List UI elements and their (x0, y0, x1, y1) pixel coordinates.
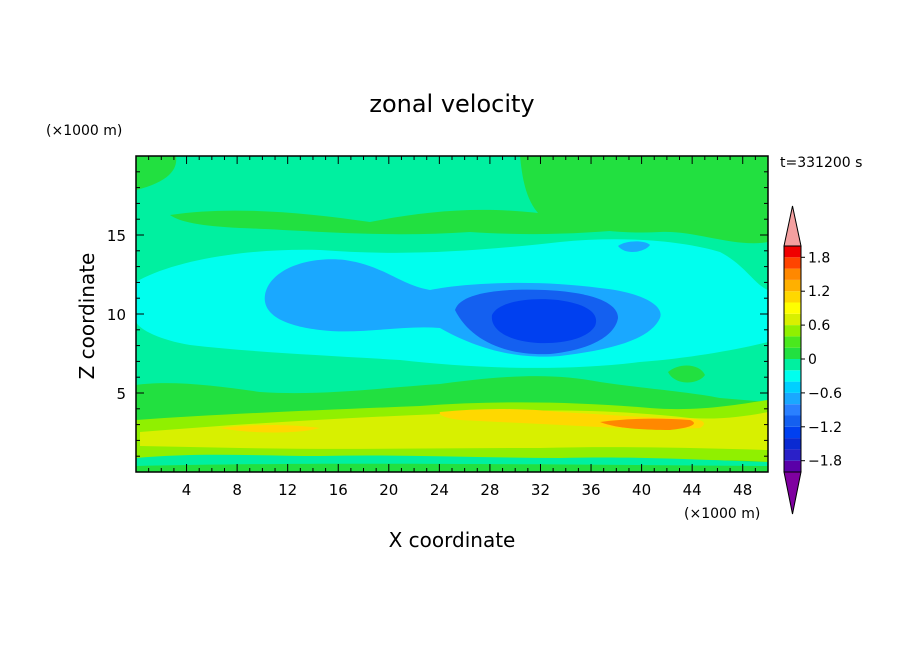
field-region-lower-green-right (668, 365, 705, 383)
y-unit-label: (×1000 m) (46, 123, 122, 139)
colorbar-tick-label: 0.6 (808, 318, 830, 334)
x-tick-label: 48 (733, 481, 752, 499)
colorbar-cell (784, 257, 801, 269)
colorbar-cell (784, 438, 801, 450)
colorbar: 1.8 1.2 0.6 0 −0.6 −1.2 −1.8 (783, 205, 842, 515)
colorbar-cell (784, 279, 801, 292)
field-region-negative-core (491, 299, 597, 344)
field-region-top-left (136, 156, 177, 190)
x-axis-ticks: 4 8 12 16 20 24 28 32 36 40 44 48 (148, 156, 756, 499)
colorbar-tick-label: −1.2 (808, 420, 842, 436)
x-tick-label: 12 (278, 481, 297, 499)
y-axis-ticks: 5 10 15 (107, 171, 768, 457)
colorbar-cell (784, 460, 801, 472)
colorbar-cell (784, 415, 801, 427)
colorbar-tick-label: 1.2 (808, 284, 830, 300)
time-label: t=331200 s (780, 155, 862, 171)
colorbar-tick-label: −0.6 (808, 386, 842, 402)
colorbar-cell (784, 347, 801, 359)
field-region-negative-small (618, 241, 650, 253)
x-tick-label: 28 (480, 481, 499, 499)
field-region-bottom-green (136, 463, 768, 472)
x-tick-label: 40 (632, 481, 651, 499)
y-tick-label: 5 (116, 385, 126, 403)
colorbar-cell (784, 359, 801, 371)
colorbar-ticks: 1.8 1.2 0.6 0 −0.6 −1.2 −1.8 (801, 250, 842, 470)
x-tick-label: 24 (430, 481, 449, 499)
x-axis-label: X coordinate (389, 528, 516, 552)
colorbar-cell (784, 246, 801, 258)
colorbar-cell (784, 449, 801, 461)
colorbar-cell (784, 325, 801, 337)
contour-field (136, 156, 768, 472)
colorbar-cell (784, 268, 801, 280)
x-unit-label: (×1000 m) (684, 506, 760, 522)
colorbar-tick-label: −1.8 (808, 454, 842, 470)
x-tick-label: 44 (683, 481, 702, 499)
field-region-positive-left (220, 425, 320, 433)
colorbar-extend-low (783, 471, 802, 515)
colorbar-cell (784, 291, 801, 303)
field-region-upper-band (170, 209, 700, 235)
colorbar-cell (784, 426, 801, 439)
x-tick-label: 4 (182, 481, 192, 499)
colorbar-cell (784, 404, 801, 416)
x-tick-label: 20 (379, 481, 398, 499)
y-tick-label: 15 (107, 227, 126, 245)
x-tick-label: 36 (581, 481, 600, 499)
colorbar-cell (784, 392, 801, 405)
colorbar-cell (784, 336, 801, 348)
colorbar-tick-label: 1.8 (808, 250, 830, 266)
x-tick-label: 32 (531, 481, 550, 499)
colorbar-cell (784, 313, 801, 326)
colorbar-tick-label: 0 (808, 352, 817, 368)
x-tick-label: 8 (232, 481, 242, 499)
colorbar-cell (784, 370, 801, 382)
field-region-positive-max (600, 418, 694, 430)
colorbar-extend-high (783, 205, 802, 247)
chart-title: zonal velocity (369, 90, 534, 118)
colorbar-cell (784, 381, 801, 393)
y-axis-label: Z coordinate (75, 253, 99, 380)
x-tick-label: 16 (329, 481, 348, 499)
colorbar-cells (783, 205, 802, 515)
colorbar-cell (784, 302, 801, 314)
y-tick-label: 10 (107, 306, 126, 324)
